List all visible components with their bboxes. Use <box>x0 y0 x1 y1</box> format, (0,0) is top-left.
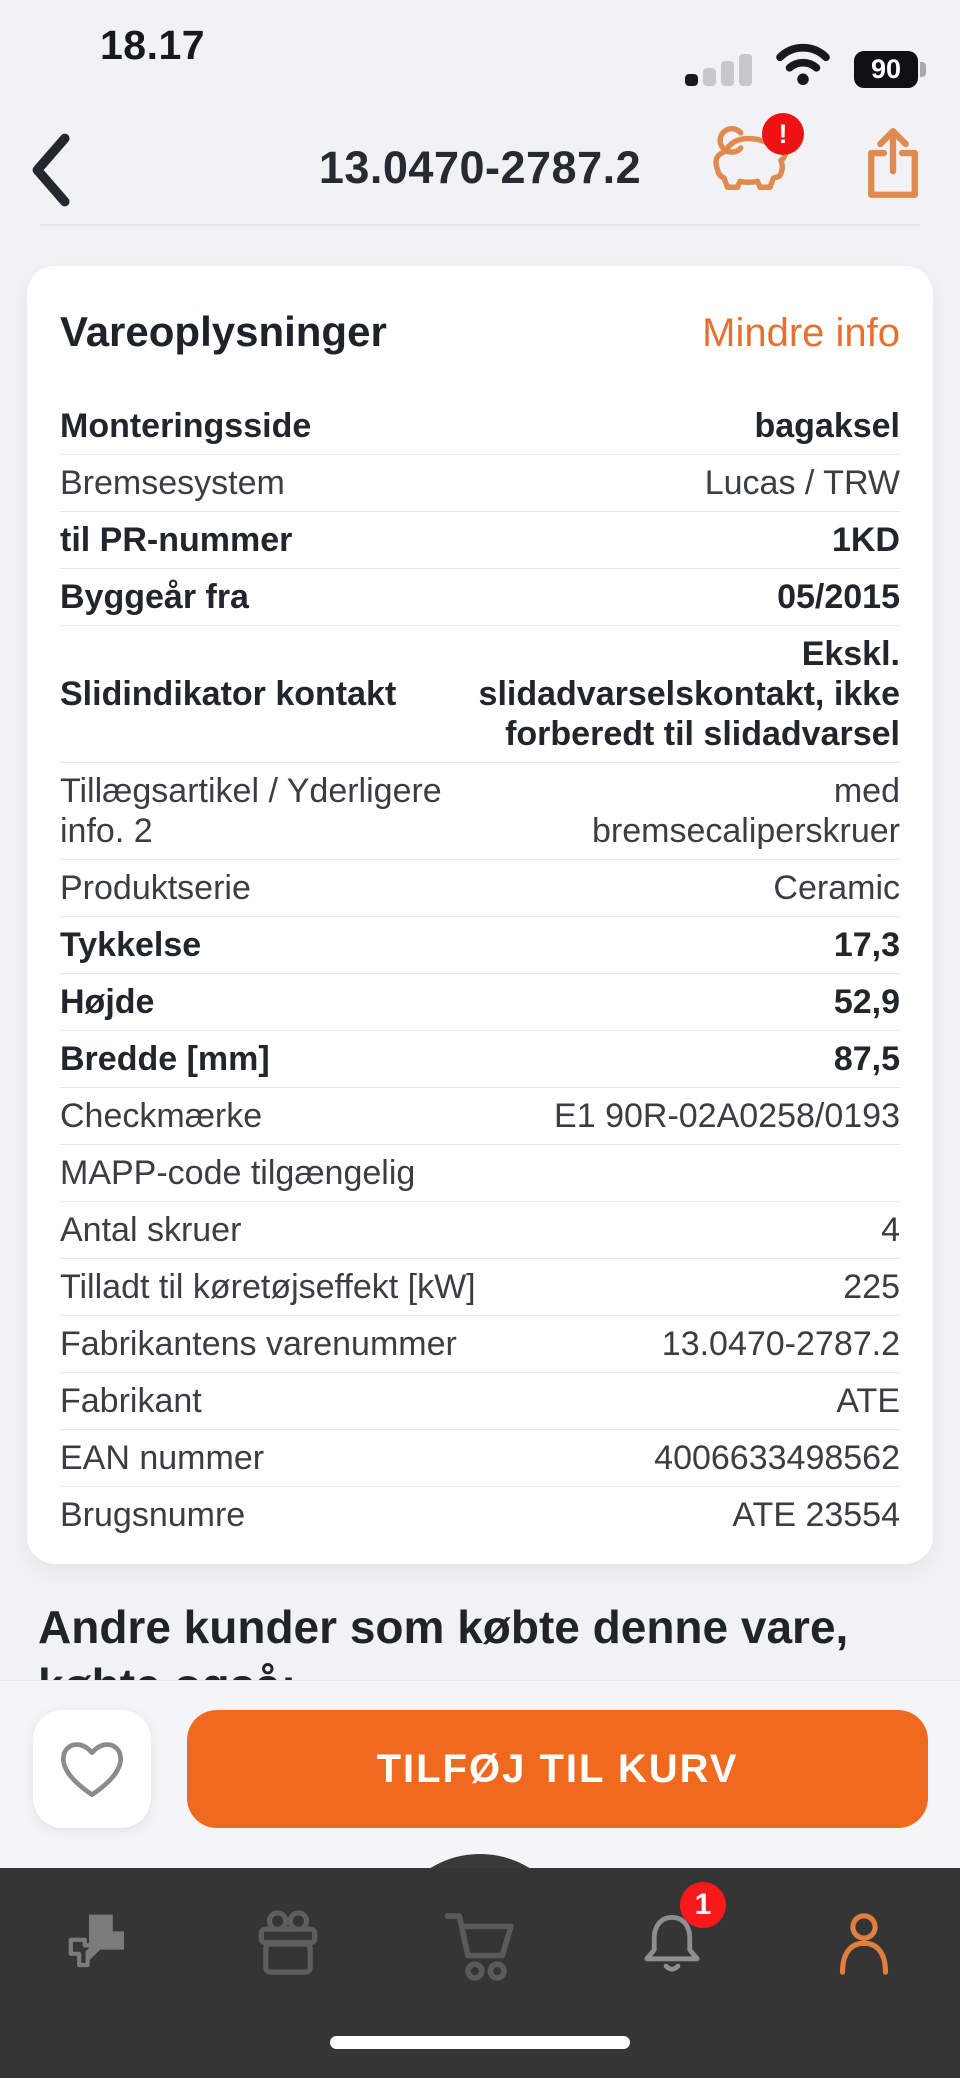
gift-icon <box>258 1910 318 1975</box>
row-value: 1KD <box>831 521 900 559</box>
row-value: 225 <box>843 1268 900 1306</box>
tab-notifications[interactable]: 1 <box>576 1868 768 2078</box>
action-bar: TILFØJ TIL KURV <box>0 1680 960 1868</box>
row-label: Brugsnumre <box>60 1496 246 1534</box>
row-value: bagaksel <box>754 407 900 445</box>
info-table: Monteringsside bagaksel Bremsesystem Luc… <box>60 398 900 1543</box>
row-value: ATE <box>836 1382 900 1420</box>
row-label: Bredde [mm] <box>60 1040 270 1078</box>
row-value: 4 <box>881 1211 900 1249</box>
car-parts-icon <box>68 1914 124 1968</box>
table-row: Slidindikator kontakt Ekskl. slidadvarse… <box>60 626 900 763</box>
share-icon <box>868 128 918 198</box>
row-value: 13.0470-2787.2 <box>661 1325 900 1363</box>
piggy-bank-icon <box>713 126 789 190</box>
row-label: EAN nummer <box>60 1439 265 1477</box>
row-value: Ceramic <box>773 869 900 907</box>
row-label: Bremsesystem <box>60 464 285 502</box>
row-value: 87,5 <box>833 1040 900 1078</box>
row-value: E1 90R-02A0258/0193 <box>554 1097 900 1135</box>
row-value: Ekskl. slidadvarselskontakt, ikke forber… <box>478 635 900 753</box>
favorite-button[interactable] <box>33 1710 151 1828</box>
page-title: 13.0470-2787.2 <box>318 142 642 193</box>
tab-profile[interactable] <box>768 1868 960 2078</box>
notification-badge: 1 <box>680 1882 726 1928</box>
cellular-signal-icon <box>685 54 752 86</box>
chevron-left-icon <box>32 133 70 207</box>
tab-parts[interactable] <box>0 1868 192 2078</box>
row-label: Slidindikator kontakt <box>60 675 397 713</box>
row-label: Tykkelse <box>60 926 202 964</box>
table-row: Tilladt til køretøjseffekt [kW] 225 <box>60 1259 900 1316</box>
row-label: Antal skruer <box>60 1211 242 1249</box>
row-label: Højde <box>60 983 155 1021</box>
wifi-icon <box>776 43 830 86</box>
table-row: Bredde [mm] 87,5 <box>60 1031 900 1088</box>
row-value: 52,9 <box>833 983 900 1021</box>
battery-percent: 90 <box>854 51 918 88</box>
row-label: til PR-nummer <box>60 521 293 559</box>
table-row: Checkmærke E1 90R-02A0258/0193 <box>60 1088 900 1145</box>
status-time: 18.17 <box>100 22 206 68</box>
home-indicator <box>330 2036 630 2049</box>
row-label: Tillægsartikel / Yderligere info. 2 <box>60 772 442 850</box>
heart-icon <box>61 1742 123 1797</box>
row-label: Monteringsside <box>60 407 312 445</box>
back-button[interactable] <box>24 132 76 208</box>
table-row: Højde 52,9 <box>60 974 900 1031</box>
row-label: Produktserie <box>60 869 251 907</box>
status-icons: 90 <box>685 40 926 88</box>
row-value: ATE 23554 <box>732 1496 900 1534</box>
table-row: Fabrikant ATE <box>60 1373 900 1430</box>
alert-badge: ! <box>762 113 804 155</box>
row-value: Lucas / TRW <box>704 464 900 502</box>
row-label: Fabrikantens varenummer <box>60 1325 457 1363</box>
row-value: med bremsecaliperskruer <box>592 772 900 850</box>
cart-icon <box>444 1913 514 1981</box>
table-row: Tillægsartikel / Yderligere info. 2 med … <box>60 763 900 860</box>
less-info-link[interactable]: Mindre info <box>702 311 900 355</box>
add-to-cart-button[interactable]: TILFØJ TIL KURV <box>187 1710 928 1828</box>
row-label: Fabrikant <box>60 1382 202 1420</box>
row-label: Byggeår fra <box>60 578 249 616</box>
row-value: 05/2015 <box>777 578 900 616</box>
tab-cart[interactable] <box>384 1868 576 2078</box>
row-label: MAPP-code tilgængelig <box>60 1154 416 1192</box>
row-value: 17,3 <box>833 926 900 964</box>
row-label: Checkmærke <box>60 1097 263 1135</box>
table-row: EAN nummer 4006633498562 <box>60 1430 900 1487</box>
battery-icon: 90 <box>854 51 926 88</box>
table-row: Tykkelse 17,3 <box>60 917 900 974</box>
card-title: Vareoplysninger <box>60 308 387 355</box>
table-row: Fabrikantens varenummer 13.0470-2787.2 <box>60 1316 900 1373</box>
table-row: MAPP-code tilgængelig <box>60 1145 900 1202</box>
savings-button[interactable]: ! <box>704 113 804 201</box>
table-row: Monteringsside bagaksel <box>60 398 900 455</box>
bell-icon <box>644 1914 700 1972</box>
row-label: Tilladt til køretøjseffekt [kW] <box>60 1268 476 1306</box>
table-row: Byggeår fra 05/2015 <box>60 569 900 626</box>
tab-offers[interactable] <box>192 1868 384 2078</box>
table-row: Brugsnumre ATE 23554 <box>60 1487 900 1543</box>
row-value: 4006633498562 <box>654 1439 900 1477</box>
table-row: Antal skruer 4 <box>60 1202 900 1259</box>
table-row: Bremsesystem Lucas / TRW <box>60 455 900 512</box>
table-row: Produktserie Ceramic <box>60 860 900 917</box>
person-icon <box>839 1913 889 1975</box>
table-row: til PR-nummer 1KD <box>60 512 900 569</box>
share-button[interactable] <box>860 124 926 202</box>
header-divider <box>40 224 920 226</box>
product-info-card: Vareoplysninger Mindre info Monteringssi… <box>27 266 933 1564</box>
